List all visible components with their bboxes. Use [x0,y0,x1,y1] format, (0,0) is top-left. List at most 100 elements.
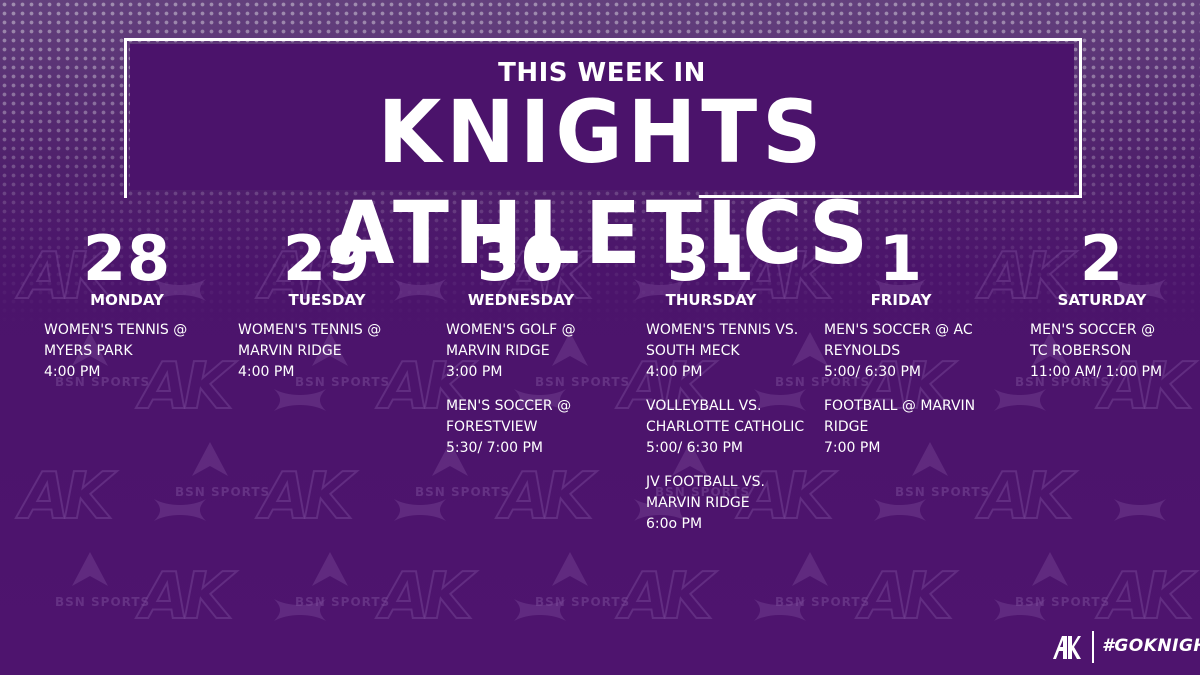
event-opponent: TC ROBERSON [1030,343,1132,359]
watermark-sponsor-text: BSN SPORTS [775,595,871,609]
watermark-sponsor-icon [72,552,108,586]
watermark-sponsor-icon [792,552,828,586]
hashtag: #GOKNIGHTS [1102,636,1200,656]
event-item: FOOTBALL @ MARVIN RIDGE 7:00 PM [824,396,1014,459]
watermark-brand-icon [154,499,206,521]
events-monday: WOMEN'S TENNIS @ MYERS PARK 4:00 PM [44,320,234,396]
day-number: 28 [82,222,172,295]
day-name: SATURDAY [1057,291,1147,309]
event-time: 5:00/ 6:30 PM [824,364,922,380]
watermark-sponsor-icon [312,552,348,586]
day-header-wednesday: 30 WEDNESDAY [426,222,616,310]
event-time: 4:00 PM [238,364,295,380]
watermark-brand-icon [514,599,566,621]
event-item: WOMEN'S TENNIS @ MARVIN RIDGE 4:00 PM [238,320,428,383]
event-opponent: RIDGE [824,419,869,435]
day-number: 1 [878,222,924,295]
watermark-brand-icon [1114,499,1166,521]
event-time: 5:00/ 6:30 PM [646,440,744,456]
watermark-sponsor-text: BSN SPORTS [535,595,631,609]
event-opponent: MARVIN RIDGE [238,343,342,359]
day-header-thursday: 31 THURSDAY [616,222,806,310]
event-item: MEN'S SOCCER @ AC REYNOLDS 5:00/ 6:30 PM [824,320,1014,383]
event-item: VOLLEYBALL VS. CHARLOTTE CATHOLIC 5:00/ … [646,396,836,459]
day-number: 29 [282,222,372,295]
day-name: TUESDAY [288,291,366,309]
day-number: 2 [1079,222,1125,295]
watermark-sponsor-icon [552,552,588,586]
watermark-sponsor-icon [192,442,228,476]
event-item: WOMEN'S GOLF @ MARVIN RIDGE 3:00 PM [446,320,636,383]
watermark-ak-logo: AK [19,459,114,535]
day-header-monday: 28 MONDAY [32,222,222,310]
events-friday: MEN'S SOCCER @ AC REYNOLDS 5:00/ 6:30 PM… [824,320,1014,472]
day-name: THURSDAY [665,291,757,309]
banner-title: KNIGHTS ATHLETICS [330,83,874,284]
watermark-ak-logo: AK [859,559,954,635]
event-opponent: FORESTVIEW [446,419,538,435]
event-title: JV FOOTBALL VS. [646,474,765,490]
event-title: FOOTBALL @ MARVIN [824,398,976,414]
watermark-ak-logo: AK [379,559,474,635]
event-time: 4:00 PM [646,364,703,380]
event-opponent: CHARLOTTE CATHOLIC [646,419,805,435]
event-time: 11:00 AM/ 1:00 PM [1030,364,1163,380]
watermark-sponsor-text: BSN SPORTS [295,595,391,609]
title-banner: THIS WEEK IN KNIGHTS ATHLETICS [130,44,1074,284]
events-thursday: WOMEN'S TENNIS VS. SOUTH MECK 4:00 PM VO… [646,320,836,548]
day-name: FRIDAY [870,291,932,309]
event-item: MEN'S SOCCER @ FORESTVIEW 5:30/ 7:00 PM [446,396,636,459]
event-title: WOMEN'S GOLF @ [446,322,576,338]
day-number: 30 [476,222,566,295]
event-time: 6:0o PM [646,516,703,532]
banner-subtitle: THIS WEEK IN [498,58,706,88]
day-number: 31 [666,222,756,295]
day-name: MONDAY [90,291,164,309]
watermark-brand-icon [754,599,806,621]
ak-logo-icon [1053,636,1081,659]
event-title: WOMEN'S TENNIS VS. [646,322,799,338]
watermark-sponsor-text: BSN SPORTS [895,485,991,499]
event-title: MEN'S SOCCER @ AC [824,322,973,338]
event-time: 7:00 PM [824,440,881,456]
watermark-ak-logo: AK [619,559,714,635]
event-opponent: MARVIN RIDGE [646,495,750,511]
day-name: WEDNESDAY [467,291,575,309]
footer-divider [1092,631,1094,663]
day-header-saturday: 2 SATURDAY [1007,222,1197,310]
event-time: 5:30/ 7:00 PM [446,440,544,456]
watermark-ak-logo: AK [139,559,234,635]
events-wednesday: WOMEN'S GOLF @ MARVIN RIDGE 3:00 PM MEN'… [446,320,636,472]
event-opponent: SOUTH MECK [646,343,740,359]
events-saturday: MEN'S SOCCER @ TC ROBERSON 11:00 AM/ 1:0… [1030,320,1200,396]
watermark-brand-icon [874,499,926,521]
watermark-sponsor-icon [1032,552,1068,586]
watermark-brand-icon [274,599,326,621]
banner-frame-top-left [124,38,1082,198]
day-header-friday: 1 FRIDAY [806,222,996,310]
event-title: VOLLEYBALL VS. [646,398,762,414]
events-tuesday: WOMEN'S TENNIS @ MARVIN RIDGE 4:00 PM [238,320,428,396]
watermark-sponsor-text: BSN SPORTS [1015,595,1111,609]
event-item: MEN'S SOCCER @ TC ROBERSON 11:00 AM/ 1:0… [1030,320,1200,383]
event-title: MEN'S SOCCER @ [1030,322,1156,338]
event-title: WOMEN'S TENNIS @ [44,322,188,338]
event-title: MEN'S SOCCER @ [446,398,572,414]
watermark-brand-icon [394,499,446,521]
event-opponent: MYERS PARK [44,343,133,359]
event-item: WOMEN'S TENNIS VS. SOUTH MECK 4:00 PM [646,320,836,383]
watermark-sponsor-text: BSN SPORTS [55,595,151,609]
event-item: WOMEN'S TENNIS @ MYERS PARK 4:00 PM [44,320,234,383]
watermark-sponsor-text: BSN SPORTS [175,485,271,499]
watermark-sponsor-text: BSN SPORTS [415,485,511,499]
watermark-brand-icon [994,599,1046,621]
event-opponent: MARVIN RIDGE [446,343,550,359]
event-item: JV FOOTBALL VS. MARVIN RIDGE 6:0o PM [646,472,836,535]
event-title: WOMEN'S TENNIS @ [238,322,382,338]
watermark-ak-logo: AK [1099,559,1194,635]
event-time: 4:00 PM [44,364,101,380]
event-opponent: REYNOLDS [824,343,901,359]
day-header-tuesday: 29 TUESDAY [232,222,422,310]
banner-frame-bottom-right [698,38,1082,198]
